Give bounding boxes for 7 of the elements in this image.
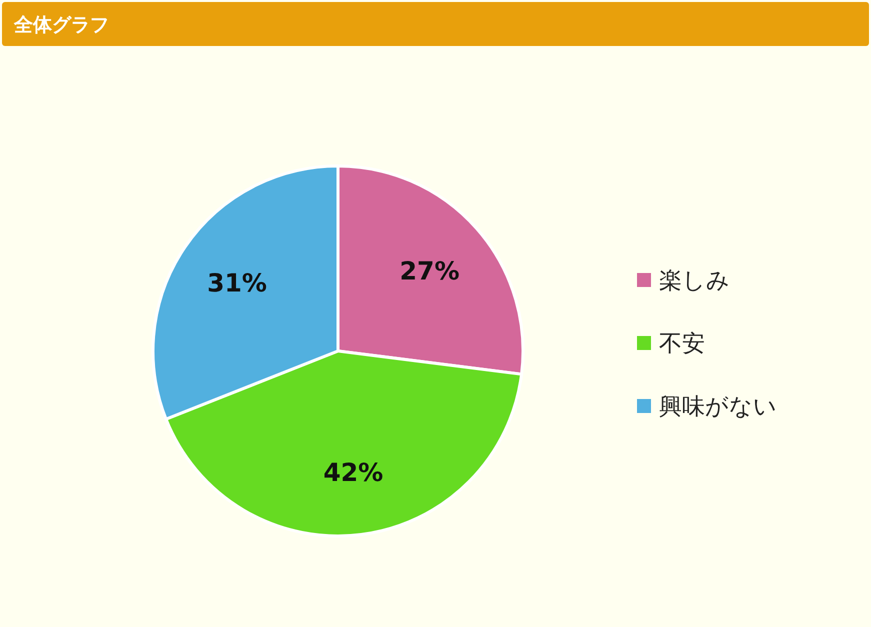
- legend-label: 興味がない: [659, 394, 777, 420]
- chart-title: 全体グラフ: [13, 14, 109, 36]
- data-label: 42%: [323, 458, 384, 488]
- data-label: 31%: [207, 268, 267, 298]
- data-label: 27%: [400, 256, 460, 286]
- legend-label: 楽しみ: [659, 268, 730, 294]
- legend-label: 不安: [659, 331, 705, 357]
